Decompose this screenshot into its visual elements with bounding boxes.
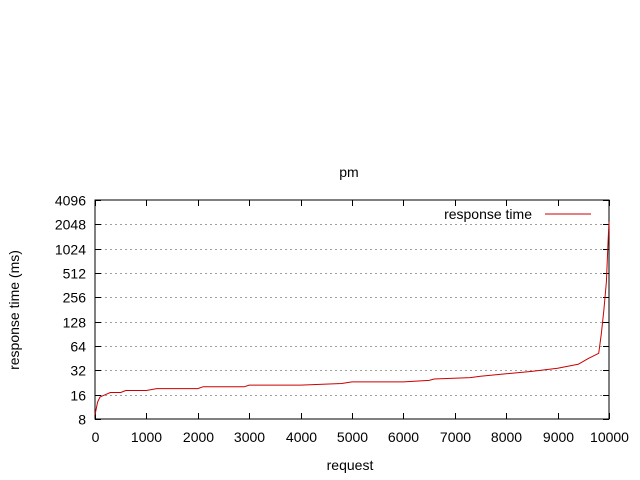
y-tick-label: 256 [63,290,87,306]
series-line-response-time [94,221,610,415]
series-lines [94,221,610,415]
legend: response time [444,206,591,222]
x-tick-label: 9000 [543,429,574,445]
x-tick-labels: 0 1000 2000 3000 4000 5000 6000 7000 8000 9000 100… [92,429,630,445]
x-tick-label: 3000 [234,429,265,445]
x-tick-label: 6000 [388,429,419,445]
y-tick-label: 4096 [55,193,86,209]
x-tick-label: 0 [92,429,100,445]
axis-ticks [95,200,610,420]
grid-lines [95,224,609,396]
x-tick-label: 4000 [286,429,317,445]
x-tick-label: 8000 [491,429,522,445]
y-tick-label: 8 [78,412,86,428]
x-tick-label: 2000 [183,429,214,445]
x-tick-label: 1000 [131,429,162,445]
y-tick-labels: 8 16 32 64 128 256 512 1024 2048 4096 [55,193,86,428]
y-tick-label: 128 [63,315,87,331]
x-tick-label: 7000 [440,429,471,445]
y-tick-label: 64 [70,339,86,355]
x-tick-label: 10000 [590,429,629,445]
chart-title: pm [339,164,358,180]
y-tick-label: 32 [70,363,86,379]
legend-label: response time [444,206,532,222]
x-axis-label: request [327,457,374,473]
y-axis-label: response time (ms) [6,250,22,370]
x-tick-label: 5000 [337,429,368,445]
y-tick-label: 16 [70,388,86,404]
y-tick-label: 512 [63,266,87,282]
y-tick-label: 1024 [55,242,86,258]
y-tick-label: 2048 [55,217,86,233]
